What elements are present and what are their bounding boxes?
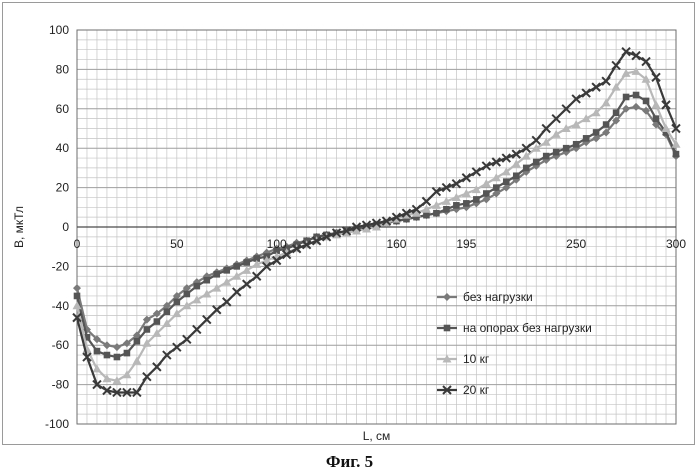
x-tick-label: 195: [456, 237, 476, 251]
y-tick-label: 80: [56, 62, 70, 76]
legend-item: на опорах без нагрузки: [437, 321, 592, 335]
y-tick-label: 20: [56, 181, 70, 195]
data-point: [582, 114, 591, 122]
data-point: [593, 129, 600, 136]
legend-label: 10 кг: [463, 352, 490, 366]
data-point: [114, 354, 121, 361]
data-point: [74, 293, 81, 300]
x-tick-label: 50: [170, 237, 184, 251]
x-axis-label: L, см: [363, 429, 391, 443]
data-point: [482, 179, 491, 187]
y-tick-label: -100: [45, 417, 69, 431]
data-point: [623, 94, 630, 101]
data-point: [154, 318, 161, 325]
y-tick-label: -40: [52, 299, 70, 313]
y-axis-label: B, мкТл: [12, 206, 26, 248]
legend-label: без нагрузки: [463, 290, 533, 304]
data-point: [92, 364, 101, 372]
data-point: [503, 178, 510, 185]
data-point: [513, 172, 520, 179]
legend-item: без нагрузки: [437, 290, 533, 304]
data-point: [443, 206, 450, 213]
y-tick-label: 100: [49, 23, 69, 37]
data-point: [633, 92, 640, 99]
data-point: [213, 271, 220, 278]
y-tick-label: 40: [56, 141, 70, 155]
data-point: [632, 103, 640, 111]
data-point: [212, 284, 221, 292]
data-point: [184, 291, 191, 298]
legend-label: на опорах без нагрузки: [463, 321, 592, 335]
data-point: [242, 266, 251, 274]
data-point: [533, 159, 540, 166]
data-point: [164, 308, 171, 315]
data-point: [573, 141, 580, 148]
data-point: [232, 272, 241, 280]
x-tick-label: 100: [267, 237, 287, 251]
data-point: [603, 121, 610, 128]
data-point: [492, 173, 501, 181]
data-point: [73, 284, 81, 292]
data-point: [124, 350, 131, 357]
data-point: [653, 115, 660, 122]
data-point: [243, 259, 250, 266]
data-point: [643, 98, 650, 105]
data-point: [493, 184, 500, 191]
data-point: [174, 299, 181, 306]
y-tick-label: -60: [52, 338, 70, 352]
legend-marker: [444, 325, 451, 332]
data-point: [632, 67, 641, 75]
x-tick-label: 300: [666, 237, 686, 251]
y-tick-label: -20: [52, 259, 70, 273]
data-point: [132, 356, 141, 364]
data-point: [523, 165, 530, 172]
y-tick-label: 60: [56, 102, 70, 116]
legend-item: 10 кг: [437, 352, 490, 366]
data-point: [194, 283, 201, 290]
data-point: [94, 348, 101, 355]
data-point: [553, 149, 560, 156]
data-point: [104, 352, 111, 359]
data-point: [423, 212, 430, 219]
data-point: [222, 278, 231, 286]
data-point: [433, 210, 440, 217]
x-tick-label: 250: [566, 237, 586, 251]
data-point: [552, 130, 561, 138]
data-point: [613, 109, 620, 116]
data-point: [563, 145, 570, 152]
line-chart: 100 80 60 40 20 0 -20 -40 -60 -80 -100 0 50 100 160 195…: [0, 0, 699, 445]
data-point: [192, 295, 201, 303]
data-point: [652, 100, 661, 108]
data-point: [144, 326, 151, 333]
data-point: [673, 151, 680, 158]
data-point: [453, 202, 460, 209]
data-point: [483, 190, 490, 197]
data-point: [583, 135, 590, 142]
data-point: [223, 267, 230, 274]
legend-marker: [443, 293, 451, 301]
data-point: [543, 153, 550, 160]
x-tick-label: 0: [74, 237, 81, 251]
data-point: [473, 196, 480, 203]
y-tick-label: -80: [52, 378, 70, 392]
data-point: [134, 338, 141, 345]
data-point: [233, 263, 240, 270]
data-point: [572, 120, 581, 128]
figure-caption: Фиг. 5: [0, 452, 699, 472]
data-point: [463, 200, 470, 207]
data-point: [472, 185, 481, 193]
y-tick-label: 0: [62, 220, 69, 234]
legend-label: 20 кг: [463, 383, 490, 397]
data-point: [113, 343, 121, 351]
data-point: [203, 277, 210, 284]
data-point: [202, 289, 211, 297]
x-tick-label: 160: [386, 237, 406, 251]
